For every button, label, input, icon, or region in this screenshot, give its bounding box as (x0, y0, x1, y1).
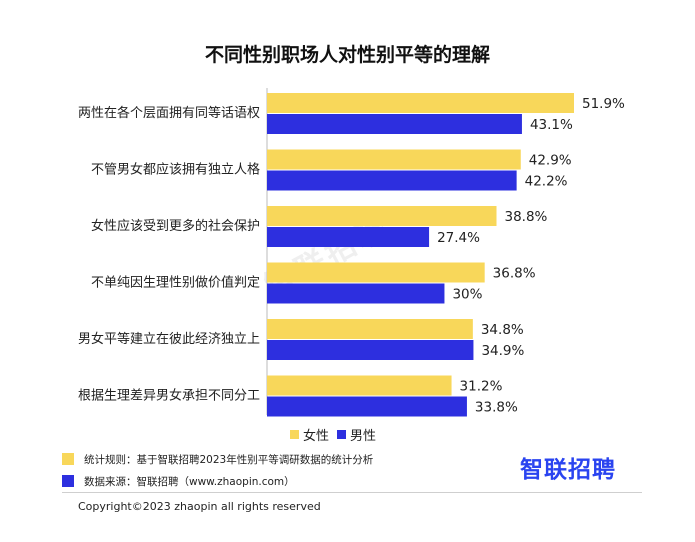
value-label-female: 38.8% (505, 209, 548, 225)
note-rule-text: 统计规则：基于智联招聘2023年性别平等调研数据的统计分析 (84, 453, 374, 466)
value-label-male: 27.4% (437, 230, 480, 246)
value-label-male: 34.9% (481, 343, 524, 359)
bar-male (267, 170, 517, 191)
bar-male (267, 114, 522, 134)
bar-female (267, 262, 485, 283)
copyright-text: Copyright©2023 zhaopin all rights reserv… (78, 500, 321, 513)
note-source: 数据来源：智联招聘（www.zhaopin.com） (62, 470, 373, 492)
legend-male-label: 男性 (350, 429, 377, 444)
bar-female (267, 149, 521, 170)
value-label-female: 42.9% (529, 153, 572, 169)
bar-male (267, 340, 474, 360)
category-label: 不管男女都应该拥有独立人格 (91, 162, 260, 178)
value-label-female: 51.9% (582, 96, 625, 112)
footer-divider (62, 492, 642, 493)
bars-group: 两性在各个层面拥有同等话语权 51.9% 43.1% 不管男女都应该拥有独立人格 42.… (78, 93, 625, 417)
value-label-female: 34.8% (481, 322, 524, 338)
category-label: 男女平等建立在彼此经济独立上 (78, 331, 260, 347)
bar-male (267, 283, 445, 304)
note-source-swatch (62, 475, 74, 487)
note-rule: 统计规则：基于智联招聘2023年性别平等调研数据的统计分析 (62, 448, 373, 470)
value-label-male: 30% (452, 287, 482, 303)
category-label: 根据生理差异男女承担不同分工 (78, 388, 260, 404)
legend: 女性 男性 (290, 425, 376, 444)
legend-female-label: 女性 (303, 429, 330, 444)
note-rule-swatch (62, 453, 74, 465)
bar-female (267, 375, 452, 396)
bar-female (267, 93, 574, 113)
bar-chart: 两性在各个层面拥有同等话语权 51.9% 43.1% 不管男女都应该拥有独立人格 42.… (78, 88, 625, 417)
category-label: 两性在各个层面拥有同等话语权 (78, 105, 260, 121)
value-label-female: 31.2% (460, 379, 503, 395)
brand-logo: 智联招聘 (520, 457, 616, 483)
legend-female-swatch (290, 430, 299, 439)
value-label-male: 33.8% (475, 400, 518, 416)
category-label: 不单纯因生理性别做价值判定 (91, 275, 260, 291)
chart-title: 不同性别职场人对性别平等的理解 (204, 44, 490, 66)
bar-female (267, 319, 473, 339)
note-source-text: 数据来源：智联招聘（www.zhaopin.com） (84, 475, 295, 488)
bar-female (267, 206, 497, 226)
bar-male (267, 396, 467, 417)
bar-male (267, 227, 430, 247)
value-label-male: 43.1% (530, 117, 573, 133)
value-label-female: 36.8% (493, 266, 536, 282)
legend-male-swatch (337, 430, 347, 439)
notes: 统计规则：基于智联招聘2023年性别平等调研数据的统计分析 数据来源：智联招聘（… (62, 448, 373, 492)
value-label-male: 42.2% (525, 174, 568, 190)
category-label: 女性应该受到更多的社会保护 (91, 218, 260, 234)
